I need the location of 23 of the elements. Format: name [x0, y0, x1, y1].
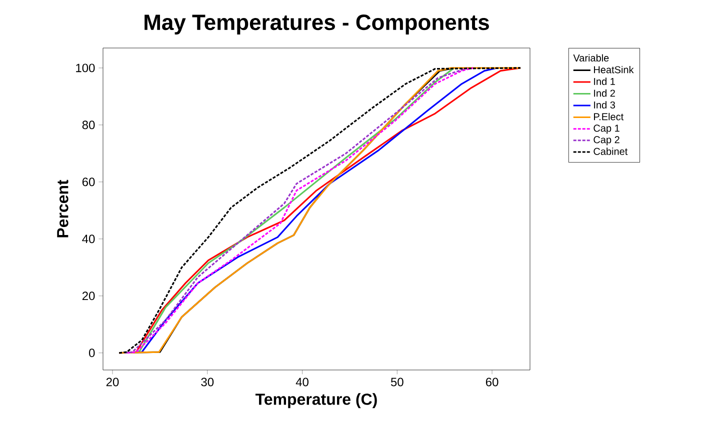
x-tick-label: 30	[201, 378, 214, 386]
x-axis-title: Temperature (C)	[255, 393, 377, 408]
legend-label: HeatSink	[594, 66, 634, 74]
x-tick-label: 60	[486, 378, 498, 386]
y-tick-label: 80	[82, 120, 95, 130]
legend-label: Ind 1	[594, 78, 615, 86]
x-tick-label: 40	[296, 378, 308, 386]
y-tick-label: 60	[82, 178, 95, 186]
chart-title: May Temperatures - Components	[144, 14, 489, 34]
legend-label: P.Elect	[594, 112, 624, 120]
y-tick-label: 40	[82, 234, 95, 244]
y-tick-label: 0	[89, 348, 95, 358]
legend-label: Ind 3	[594, 101, 615, 109]
y-tick-label: 100	[76, 64, 95, 72]
legend-label: Ind 2	[594, 89, 615, 97]
x-tick-label: 20	[106, 378, 119, 386]
y-tick-label: 20	[82, 292, 95, 300]
legend-label: Cap 1	[594, 124, 620, 134]
x-tick-label: 50	[390, 378, 404, 386]
legend-label: Cabinet	[594, 148, 628, 155]
legend-title: Variable	[573, 54, 609, 62]
legend-label: Cap 2	[594, 136, 620, 146]
y-axis-title: Percent	[57, 180, 68, 238]
